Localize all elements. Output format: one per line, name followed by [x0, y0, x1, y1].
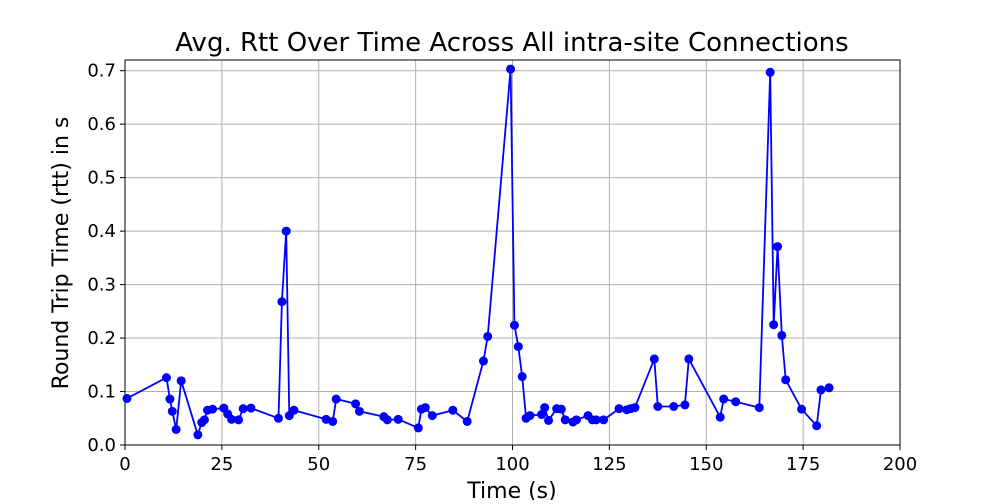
data-point: [630, 403, 640, 413]
data-point: [517, 372, 527, 382]
data-point: [234, 415, 244, 425]
data-point: [571, 415, 581, 425]
x-axis-label: Time (s): [466, 479, 556, 500]
data-point: [427, 411, 437, 421]
x-tick-label: 150: [689, 454, 723, 475]
data-point: [591, 415, 601, 425]
data-point: [812, 421, 822, 431]
data-point: [161, 373, 171, 383]
y-tick-label: 0.4: [87, 221, 116, 242]
data-point: [684, 354, 694, 364]
x-tick-label: 175: [786, 454, 820, 475]
data-point: [165, 394, 175, 404]
y-tick-label: 0.3: [87, 275, 116, 296]
data-point: [680, 400, 690, 410]
data-point: [525, 411, 535, 421]
data-point: [649, 354, 659, 364]
data-point: [781, 375, 791, 385]
data-point: [773, 242, 783, 252]
data-point: [227, 414, 237, 424]
data-point: [544, 415, 554, 425]
data-point: [653, 402, 663, 411]
data-point: [328, 416, 338, 426]
data-point: [238, 404, 248, 414]
data-point: [167, 406, 177, 416]
data-point: [540, 403, 550, 413]
data-point: [513, 342, 523, 352]
x-tick-label: 25: [210, 454, 233, 475]
data-point: [273, 413, 283, 423]
data-point: [354, 406, 364, 416]
data-series: [122, 64, 834, 440]
y-tick-label: 0.5: [87, 168, 116, 189]
y-tick-label: 0.2: [87, 328, 116, 349]
data-point: [413, 423, 423, 433]
x-axis-ticks: 0 25 50 75 100 125 150 175 200: [119, 445, 917, 475]
data-point: [669, 402, 679, 411]
data-point: [614, 404, 624, 414]
data-point: [797, 404, 807, 414]
y-tick-label: 0.7: [87, 61, 116, 82]
data-point: [199, 415, 209, 425]
data-point: [599, 415, 609, 425]
data-point: [462, 416, 472, 426]
data-point: [719, 394, 729, 404]
data-point: [176, 376, 186, 386]
data-point: [769, 320, 779, 330]
x-tick-label: 0: [119, 454, 130, 475]
data-point: [393, 414, 403, 424]
data-point: [483, 331, 493, 341]
data-point: [506, 64, 516, 74]
y-axis-ticks: 0.0 0.1 0.2 0.3 0.4 0.5 0.6 0.7: [87, 61, 125, 456]
data-point: [420, 403, 430, 413]
data-point: [824, 383, 834, 393]
data-point: [281, 226, 291, 236]
data-point: [289, 405, 299, 415]
data-point: [478, 356, 488, 366]
y-tick-label: 0.1: [87, 382, 116, 403]
data-point: [765, 67, 775, 77]
data-point: [816, 385, 826, 395]
data-point: [193, 430, 203, 440]
x-tick-label: 50: [307, 454, 330, 475]
y-tick-label: 0.6: [87, 114, 116, 135]
x-tick-label: 125: [592, 454, 626, 475]
data-point: [351, 399, 361, 409]
data-point: [208, 404, 218, 414]
data-point: [777, 330, 787, 340]
data-point: [560, 415, 570, 425]
data-point: [509, 320, 519, 330]
x-tick-label: 100: [495, 454, 529, 475]
data-point: [448, 405, 458, 415]
data-point: [246, 403, 256, 413]
x-tick-label: 200: [883, 454, 917, 475]
data-point: [556, 404, 566, 414]
chart-title: Avg. Rtt Over Time Across All intra-site…: [175, 28, 848, 58]
data-point: [122, 393, 132, 403]
data-point: [731, 397, 741, 407]
x-tick-label: 75: [404, 454, 427, 475]
data-point: [754, 403, 764, 413]
data-point: [537, 410, 547, 420]
data-point: [277, 297, 287, 307]
data-point: [382, 415, 392, 425]
data-point: [331, 394, 341, 404]
data-point: [715, 412, 725, 422]
y-tick-label: 0.0: [87, 435, 116, 456]
y-axis-label: Round Trip Time (rtt) in s: [49, 117, 74, 390]
data-point: [171, 424, 181, 434]
